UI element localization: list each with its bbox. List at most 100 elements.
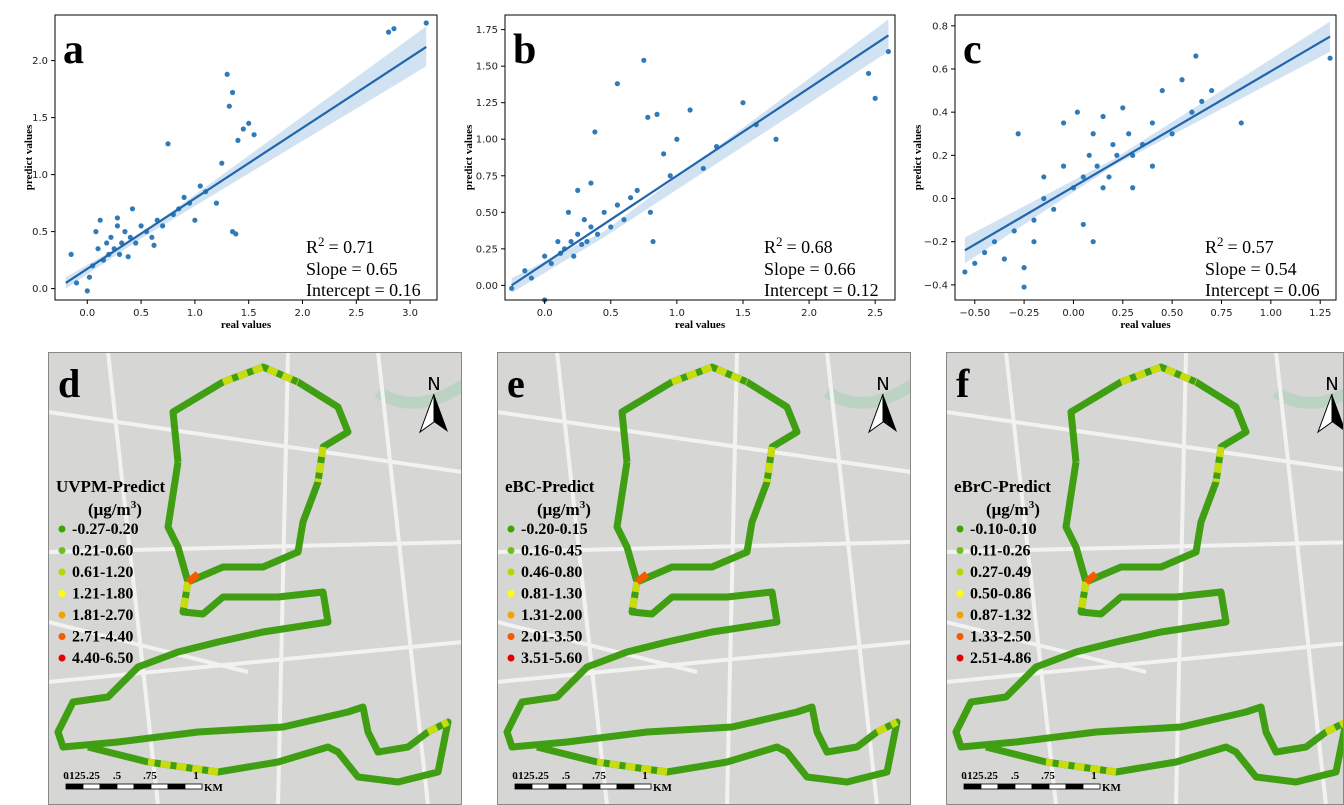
point (391, 26, 396, 31)
r-squared: R2= 0.57 (1205, 234, 1274, 257)
point (687, 107, 692, 112)
y-tick-label: 0.5 (32, 227, 48, 238)
point (227, 104, 232, 109)
point (628, 195, 633, 200)
scale-bar (151, 784, 168, 789)
scale-bar (83, 784, 100, 789)
point (982, 250, 987, 255)
stat-sup: 2 (1217, 234, 1224, 249)
point (701, 166, 706, 171)
x-tick-label: 1.5 (735, 308, 751, 319)
y-tick-label: 0.0 (32, 284, 48, 295)
legend-swatch (508, 526, 515, 533)
point (1193, 53, 1198, 58)
point (1031, 239, 1036, 244)
scale-unit: KM (653, 782, 673, 794)
point (1081, 222, 1086, 227)
point (192, 218, 197, 223)
point (674, 137, 679, 142)
panel-label: b (513, 27, 536, 73)
y-tick-label: 0.4 (932, 108, 948, 119)
legend-swatch (508, 569, 515, 576)
x-tick-label: 2.0 (295, 308, 311, 319)
unit-suffix: ) (585, 500, 591, 519)
point (886, 49, 891, 54)
legend-swatch (59, 612, 66, 619)
point (165, 141, 170, 146)
scale-bar (998, 784, 1015, 789)
scale-label: 1 (193, 770, 199, 782)
point (1110, 142, 1115, 147)
x-tick-label: 0.50 (1161, 308, 1183, 319)
y-tick-label: 1.50 (476, 62, 498, 73)
stat-symbol: R (764, 237, 776, 257)
point (645, 115, 650, 120)
point (569, 239, 574, 244)
legend-label: 3.51-5.60 (521, 650, 582, 667)
legend-label: 1.33-2.50 (970, 629, 1031, 646)
point (1021, 265, 1026, 270)
legend-swatch (957, 633, 964, 640)
x-tick-label: 0.5 (603, 308, 619, 319)
point (122, 229, 127, 234)
legend-label: 1.31-2.00 (521, 607, 582, 624)
point (386, 29, 391, 34)
point (230, 90, 235, 95)
point (182, 195, 187, 200)
point (773, 137, 778, 142)
y-tick-label: 0.00 (476, 281, 498, 292)
scale-bar (1066, 784, 1083, 789)
x-tick-label: 1.5 (241, 308, 257, 319)
point (1016, 131, 1021, 136)
scale-label: .75 (1041, 770, 1055, 782)
legend-label: -0.10-0.10 (970, 521, 1037, 538)
point (522, 268, 527, 273)
scale-bar (1083, 784, 1100, 789)
point (1106, 174, 1111, 179)
legend-label: 0.61-1.20 (72, 564, 133, 581)
point (235, 138, 240, 143)
point (126, 254, 131, 259)
legend-title: eBrC-Predict (954, 477, 1051, 496)
stat-symbol: R (306, 237, 318, 257)
y-tick-label: 1.5 (32, 113, 48, 124)
r-squared: R2= 0.71 (306, 234, 375, 257)
x-tick-label: −0.25 (1009, 308, 1040, 319)
scale-bar (100, 784, 117, 789)
figure: 0.00.51.01.52.02.53.00.00.51.01.52.0real… (0, 0, 1344, 805)
point (1100, 114, 1105, 119)
scale-label: .5 (1011, 770, 1020, 782)
x-axis-label: real values (221, 319, 272, 331)
point (1199, 99, 1204, 104)
point (1327, 56, 1332, 61)
point (225, 72, 230, 77)
point (509, 286, 514, 291)
x-tick-label: 2.5 (348, 308, 364, 319)
intercept: Intercept = 0.06 (1205, 280, 1320, 300)
y-tick-label: 0.8 (932, 21, 948, 32)
point (1041, 196, 1046, 201)
scale-bar (134, 784, 151, 789)
x-tick-label: 1.25 (1309, 308, 1331, 319)
point (542, 254, 547, 259)
scale-bar (600, 784, 617, 789)
y-tick-label: 0.2 (932, 151, 948, 162)
legend-label: -0.27-0.20 (72, 521, 139, 538)
scale-bar (185, 784, 202, 789)
scale-label: .5 (562, 770, 571, 782)
scale-label: .75 (143, 770, 157, 782)
point (151, 243, 156, 248)
scale-label: .125 (515, 770, 535, 782)
point (575, 188, 580, 193)
panel-label: e (507, 361, 525, 406)
scale-bar (532, 784, 549, 789)
point (1031, 218, 1036, 223)
point (1075, 110, 1080, 115)
point (654, 112, 659, 117)
point (149, 235, 154, 240)
unit-prefix: (μg/m (88, 500, 131, 519)
point (621, 217, 626, 222)
legend-label: 1.81-2.70 (72, 607, 133, 624)
scale-label: 1 (642, 770, 648, 782)
